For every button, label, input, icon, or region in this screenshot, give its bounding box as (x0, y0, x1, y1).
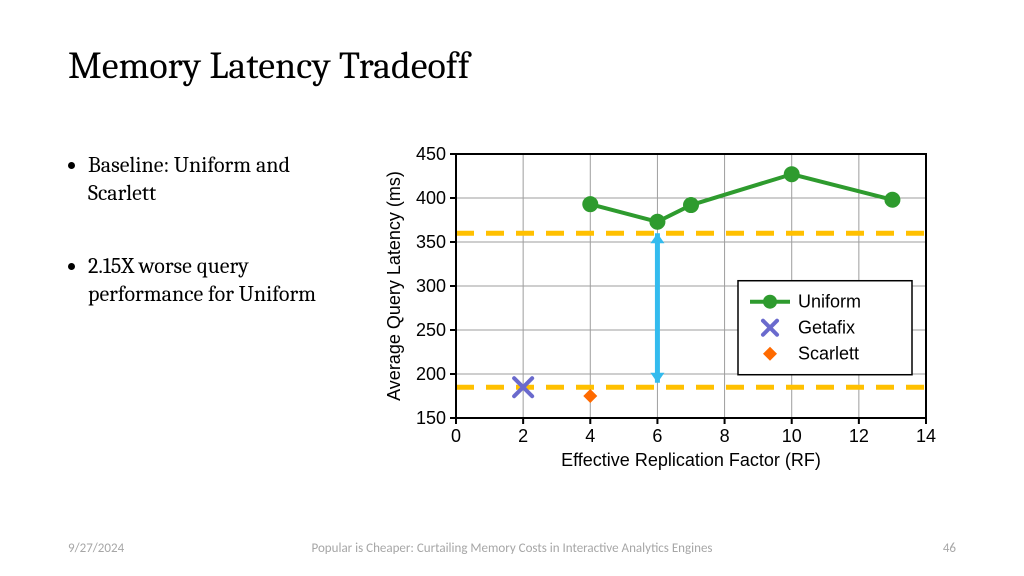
latency-chart: 0 2 4 6 8 10 12 14 150 200 250 300 350 400 450 Effectiv… (376, 140, 966, 480)
svg-text:12: 12 (849, 426, 869, 446)
svg-text:400: 400 (416, 188, 446, 208)
svg-text:14: 14 (916, 426, 936, 446)
svg-text:Getafix: Getafix (798, 318, 855, 338)
footer-title: Popular is Cheaper: Curtailing Memory Co… (0, 541, 1024, 556)
svg-text:4: 4 (585, 426, 595, 446)
svg-text:Scarlett: Scarlett (798, 344, 859, 364)
svg-text:300: 300 (416, 276, 446, 296)
svg-text:8: 8 (720, 426, 730, 446)
svg-text:450: 450 (416, 144, 446, 164)
svg-text:2: 2 (518, 426, 528, 446)
svg-text:6: 6 (652, 426, 662, 446)
svg-text:200: 200 (416, 364, 446, 384)
slide: Memory Latency Tradeoff Baseline: Unifor… (0, 0, 1024, 576)
slide-title: Memory Latency Tradeoff (68, 44, 470, 88)
svg-text:10: 10 (782, 426, 802, 446)
bullet-list: Baseline: Uniform and Scarlett 2.15X wor… (68, 152, 358, 354)
svg-text:250: 250 (416, 320, 446, 340)
svg-text:Uniform: Uniform (798, 292, 861, 312)
footer-page-number: 46 (943, 541, 956, 556)
svg-text:Average Query Latency (ms): Average Query Latency (ms) (384, 171, 404, 401)
svg-text:350: 350 (416, 232, 446, 252)
bullet-item: 2.15X worse query performance for Unifor… (88, 253, 358, 308)
bullet-item: Baseline: Uniform and Scarlett (88, 152, 358, 207)
svg-text:150: 150 (416, 408, 446, 428)
svg-text:Effective Replication Factor (: Effective Replication Factor (RF) (561, 450, 821, 470)
svg-text:0: 0 (451, 426, 461, 446)
